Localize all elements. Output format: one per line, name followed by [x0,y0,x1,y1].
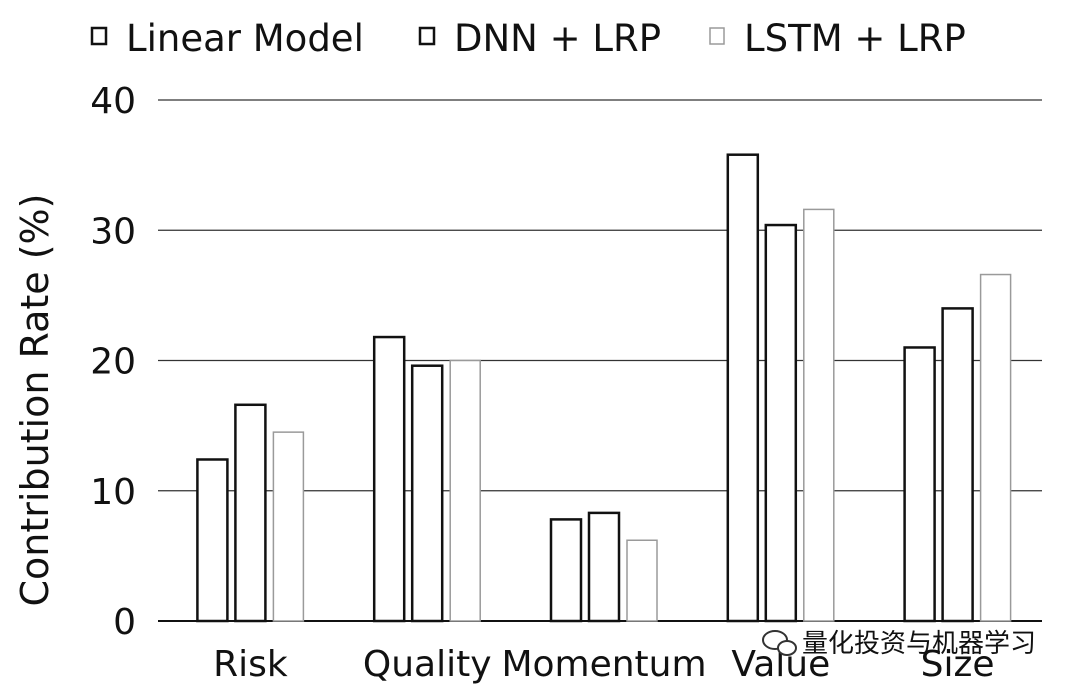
bar-lstm-lrp-risk [272,431,305,622]
legend-label: DNN + LRP [454,17,661,60]
y-tick-label: 20 [90,342,136,383]
watermark: 量化投资与机器学习 [762,629,1036,659]
y-axis-label: Contribution Rate (%) [13,194,57,607]
legend-swatch [90,26,108,46]
bar-lstm-lrp-quality [449,359,481,622]
wechat-icon [762,630,797,656]
legend: Linear Model DNN + LRP LSTM + LRP [90,17,966,60]
bar-linear-model-size [903,346,936,623]
y-tick-label: 40 [90,81,136,122]
bar-linear-model-risk [196,458,229,623]
bar-dnn-lrp-quality [410,364,444,623]
y-tick-label: 30 [90,211,136,252]
legend-swatch [709,27,725,45]
legend-label: Linear Model [126,17,364,60]
y-tick-label: 0 [113,602,136,643]
bar-lstm-lrp-value [803,208,835,622]
legend-swatch [418,26,436,46]
x-category-label: Momentum [501,644,706,685]
bars [196,153,1012,623]
bar-linear-model-quality [372,335,406,623]
watermark-text: 量化投资与机器学习 [802,629,1036,659]
x-category-label: Risk [213,644,288,685]
bar-dnn-lrp-risk [234,403,267,623]
x-axis-category-labels: Risk Quality Momentum Value Size [213,644,994,685]
y-tick-label: 10 [90,472,136,513]
bar-dnn-lrp-size [941,307,974,623]
bar-lstm-lrp-size [979,273,1012,622]
x-category-label: Size [921,644,995,685]
bar-dnn-lrp-momentum [587,511,621,623]
bar-lstm-lrp-momentum [626,539,658,622]
legend-label: LSTM + LRP [744,17,966,60]
x-category-label: Quality [363,644,492,685]
bar-linear-model-value [726,153,760,623]
y-axis-tick-labels: 0 10 20 30 40 [90,81,136,643]
bar-linear-model-momentum [549,518,583,623]
bar-dnn-lrp-value [764,223,798,623]
